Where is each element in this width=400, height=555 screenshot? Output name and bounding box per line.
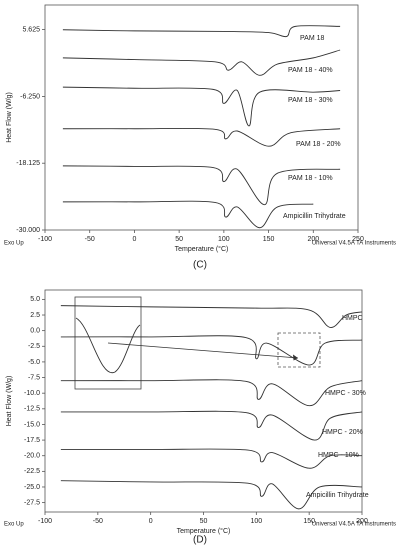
series-line: [60, 305, 363, 328]
x-tick-label: 50: [200, 518, 208, 525]
y-tick-label: 5.625: [22, 26, 40, 33]
y-tick-label: -22.5: [24, 468, 40, 475]
x-tick-label: -50: [93, 518, 103, 525]
series-line: [60, 410, 363, 441]
series-label: PAM 18 - 20%: [296, 141, 341, 148]
x-tick-label: 250: [352, 236, 364, 243]
x-tick-label: 150: [263, 236, 275, 243]
decor: [74, 296, 321, 390]
y-tick-label: -2.5: [28, 343, 40, 350]
y-tick-label: -12.5: [24, 406, 40, 413]
y-tick-label: -5.0: [28, 359, 40, 366]
arrow: [107, 342, 299, 359]
y-tick-label: -10.0: [24, 390, 40, 397]
series-line: [60, 480, 363, 510]
series-label: HMPC - 20%: [322, 429, 363, 436]
x-axis-label: Temperature (°C): [175, 245, 229, 253]
y-axis-label: Heat Flow (W/g): [6, 92, 13, 143]
series-line: [62, 25, 341, 38]
inset-curve: [75, 317, 141, 374]
y-tick-label: -7.5: [28, 374, 40, 381]
y-tick-label: -27.5: [24, 499, 40, 506]
zoom-box: [277, 332, 321, 368]
x-tick-label: 0: [132, 236, 136, 243]
caption: (C): [193, 260, 207, 271]
footer-right: Universal V4.5A TA Instruments: [312, 522, 396, 528]
y-tick-label: -6.250: [20, 93, 40, 100]
x-tick-label: 200: [307, 236, 319, 243]
x-tick-label: -50: [85, 236, 95, 243]
series-line: [62, 200, 314, 229]
series-line: [60, 448, 363, 469]
series-line: [62, 127, 341, 147]
y-tick-label: -30.000: [16, 227, 40, 234]
x-tick-label: 50: [175, 236, 183, 243]
y-tick-label: -20.0: [24, 453, 40, 460]
series-label: HMPC - 10%: [318, 452, 359, 459]
series-label: PAM 18 - 30%: [288, 97, 333, 104]
series-line: [62, 49, 341, 76]
series-line: [60, 335, 363, 366]
series-line: [62, 86, 341, 127]
series-label: PAM 18 - 10%: [288, 175, 333, 182]
x-tick-label: -100: [38, 518, 52, 525]
x-tick-label: 100: [250, 518, 262, 525]
y-tick-label: -17.5: [24, 437, 40, 444]
x-axis-label: Temperature (°C): [177, 527, 231, 535]
y-axis-label: Heat Flow (W/g): [6, 376, 13, 427]
series-label: PAM 18: [300, 35, 324, 42]
y-tick-label: -25.0: [24, 484, 40, 491]
series-line: [62, 165, 341, 206]
y-tick-label: 2.5: [30, 312, 40, 319]
series-line: [60, 379, 363, 407]
x-tick-label: 0: [149, 518, 153, 525]
footer-right: Universal V4.5A TA Instruments: [312, 241, 396, 247]
series-label: HMPC - 30%: [325, 390, 366, 397]
series-label: HMPC: [342, 315, 363, 322]
series-label: Ampicillin Trihydrate: [283, 213, 346, 220]
caption: (D): [193, 535, 207, 546]
series-label: PAM 18 - 40%: [288, 67, 333, 74]
y-tick-label: -18.125: [16, 160, 40, 167]
footer-left: Exo Up: [4, 241, 24, 247]
x-tick-label: 150: [303, 518, 315, 525]
series-label: Ampicillin Trihydrate: [306, 492, 369, 499]
footer-left: Exo Up: [4, 522, 24, 528]
x-tick-label: 100: [218, 236, 230, 243]
x-tick-label: -100: [38, 236, 52, 243]
x-tick-label: 200: [356, 518, 368, 525]
plot-frame: [44, 289, 363, 513]
y-tick-label: -15.0: [24, 421, 40, 428]
inset-box: [74, 296, 142, 390]
plot-frame: [44, 4, 359, 231]
y-tick-label: 5.0: [30, 296, 40, 303]
y-tick-label: 0.0: [30, 327, 40, 334]
